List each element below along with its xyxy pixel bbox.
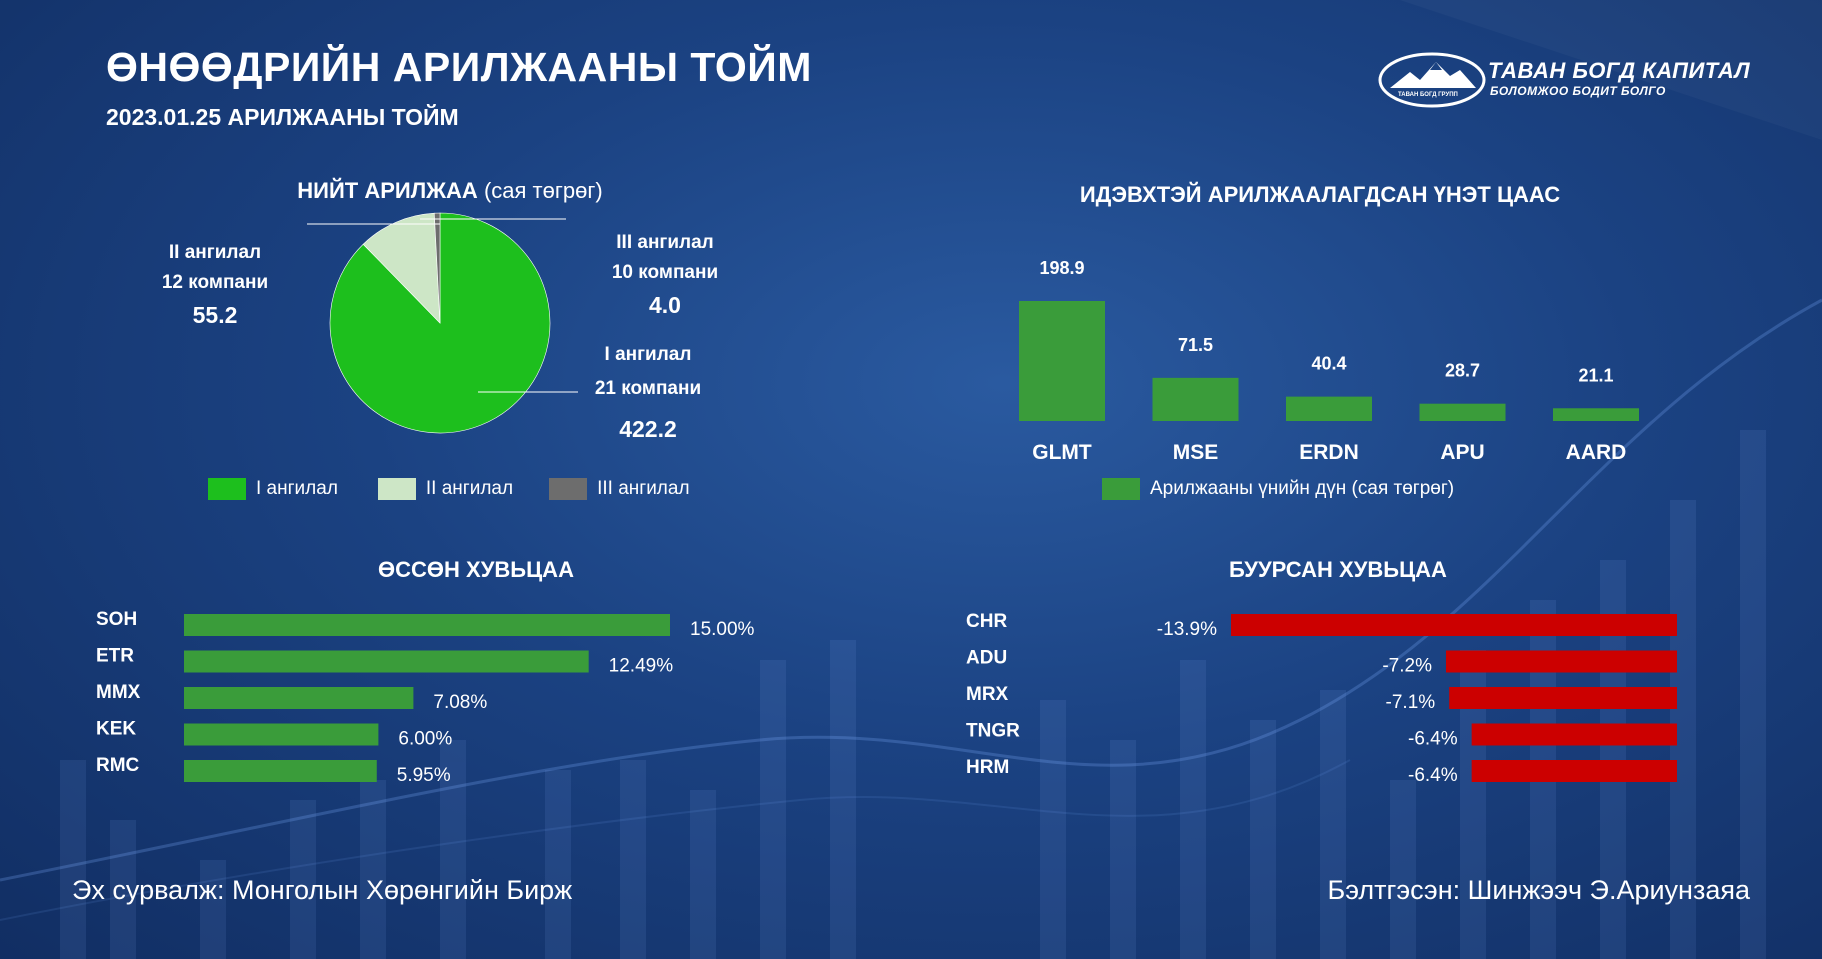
gainer-bar-mmx — [184, 687, 414, 709]
total-trading-title: НИЙТ АРИЛЖАА (сая төгрөг) — [270, 178, 630, 204]
pie-label-category-3-name: III ангилал — [616, 232, 714, 253]
gainer-bar-rmc — [184, 760, 377, 782]
pie-label-category-3: III ангилал 10 компани 4.0 — [580, 228, 750, 320]
total-trading-pie-chart — [307, 212, 578, 434]
gainers-title: ӨССӨН ХУВЬЦАА — [378, 557, 574, 582]
active-legend-swatch — [1102, 478, 1140, 500]
active-legend-label: Арилжааны үнийн дүн (сая төгрөг) — [1150, 478, 1455, 499]
page-subtitle: 2023.01.25 АРИЛЖААНЫ ТОЙМ — [106, 104, 459, 130]
pie-label-category-1: I ангилал 21 компани 422.2 — [563, 338, 733, 446]
logo-tagline: БОЛОМЖОО БОДИТ БОЛГО — [1490, 84, 1666, 98]
active-category-label-aard: AARD — [1566, 441, 1627, 464]
pie-legend-swatch-3 — [549, 478, 588, 500]
gainer-bar-kek — [184, 723, 379, 746]
gainer-pct-rmc: 5.95% — [397, 765, 451, 786]
loser-ticker-chr: CHR — [966, 611, 1007, 632]
loser-pct-chr: -13.9% — [1157, 619, 1217, 640]
page-title: ӨНӨӨДРИЙН АРИЛЖААНЫ ТОЙМ — [106, 44, 812, 90]
active-category-label-apu: APU — [1440, 441, 1484, 464]
losers-title: БУУРСАН ХУВЬЦАА — [1229, 557, 1447, 582]
pie-legend-item-1: I ангилал — [208, 478, 338, 500]
active-category-label-erdn: ERDN — [1299, 441, 1359, 464]
loser-ticker-tngr: TNGR — [966, 721, 1020, 742]
loser-ticker-hrm: HRM — [966, 757, 1009, 778]
total-trading-title-unit: (сая төгрөг) — [483, 178, 603, 203]
active-bar-apu — [1419, 403, 1506, 421]
gainer-ticker-etr: ETR — [96, 646, 134, 667]
loser-pct-adu: -7.2% — [1382, 656, 1432, 677]
loser-pct-tngr: -6.4% — [1408, 729, 1458, 750]
gainer-ticker-kek: KEK — [96, 719, 136, 740]
active-legend: Арилжааны үнийн дүн (сая төгрөг) — [1102, 478, 1454, 500]
loser-pct-mrx: -7.1% — [1386, 692, 1436, 713]
active-value-label-aard: 21.1 — [1578, 365, 1613, 385]
pie-legend: I ангилал II ангилал III ангилал — [208, 478, 690, 500]
gainer-bar-etr — [184, 650, 589, 673]
active-securities-bar-chart: 198.9 GLMT 71.5 MSE 40.4 ERDN 28.7 APU 21.1 AARD — [1019, 258, 1639, 464]
active-value-label-mse: 71.5 — [1178, 335, 1213, 355]
total-trading-title-bold: НИЙТ АРИЛЖАА — [297, 178, 478, 203]
pie-label-category-1-name: I ангилал — [604, 344, 692, 365]
active-bar-erdn — [1286, 396, 1372, 421]
gainer-pct-kek: 6.00% — [398, 729, 452, 750]
loser-bar-tngr — [1471, 723, 1677, 746]
logo-name: ТАВАН БОГД КАПИТАЛ — [1488, 58, 1751, 83]
gainer-pct-soh: 15.00% — [690, 619, 755, 640]
loser-ticker-mrx: MRX — [966, 684, 1009, 705]
pie-legend-label-1: I ангилал — [256, 478, 338, 499]
gainer-bar-soh — [184, 614, 670, 636]
footer-author: Бэлтгэсэн: Шинжээч Э.Ариунзаяа — [1327, 875, 1750, 905]
gainer-ticker-mmx: MMX — [96, 682, 141, 703]
gainer-ticker-rmc: RMC — [96, 755, 140, 776]
pie-label-category-2-value: 55.2 — [192, 302, 238, 328]
pie-slice-2 — [362, 212, 441, 324]
loser-pct-hrm: -6.4% — [1408, 765, 1458, 786]
losers-bar-chart: CHR -13.9% ADU -7.2% MRX -7.1% TNGR -6.4% HRM -6.… — [966, 611, 1677, 786]
gainer-pct-etr: 12.49% — [609, 656, 674, 677]
pie-label-category-2-name: II ангилал — [168, 242, 262, 263]
gainer-pct-mmx: 7.08% — [433, 692, 487, 713]
pie-legend-swatch-1 — [208, 478, 246, 500]
footer-source: Эх сурвалж: Монголын Хөрөнгийн Бирж — [72, 875, 573, 905]
pie-legend-item-2: II ангилал — [377, 478, 514, 500]
active-category-label-glmt: GLMT — [1032, 441, 1092, 464]
pie-legend-item-3: III ангилал — [549, 478, 690, 500]
active-value-label-erdn: 40.4 — [1311, 354, 1346, 374]
pie-legend-label-2: II ангилал — [425, 478, 514, 499]
pie-label-category-2: II ангилал 12 компани 55.2 — [130, 238, 300, 330]
pie-legend-swatch-2 — [377, 478, 416, 500]
active-securities-title: ИДЭВХТЭЙ АРИЛЖААЛАГДСАН ҮНЭТ ЦААС — [1079, 182, 1561, 207]
active-value-label-apu: 28.7 — [1445, 361, 1480, 381]
active-bar-mse — [1152, 377, 1239, 421]
pie-label-category-1-value: 422.2 — [619, 416, 677, 442]
loser-bar-chr — [1231, 614, 1677, 636]
loser-bar-mrx — [1449, 687, 1677, 709]
gainer-ticker-soh: SOH — [96, 609, 137, 630]
loser-ticker-adu: ADU — [966, 648, 1007, 669]
active-bar-glmt — [1019, 301, 1105, 421]
loser-bar-adu — [1445, 650, 1677, 673]
active-category-label-mse: MSE — [1173, 441, 1219, 464]
pie-label-category-1-companies: 21 компани — [594, 378, 702, 399]
pie-legend-label-3: III ангилал — [597, 478, 690, 499]
active-bar-aard — [1553, 408, 1639, 421]
loser-bar-hrm — [1471, 760, 1677, 782]
pie-label-category-2-companies: 12 компани — [161, 272, 269, 293]
gainers-bar-chart: SOH 15.00% ETR 12.49% MMX 7.08% KEK 6.00% RMC 5.9… — [96, 609, 755, 786]
logo-emblem-text: ТАВАН БОГД ГРУПП — [1398, 92, 1458, 98]
pie-slice-3 — [433, 212, 441, 324]
pie-label-category-3-companies: 10 компани — [611, 262, 719, 283]
company-logo-emblem — [1378, 52, 1486, 108]
active-value-label-glmt: 198.9 — [1039, 258, 1084, 278]
pie-label-category-3-value: 4.0 — [649, 292, 681, 318]
